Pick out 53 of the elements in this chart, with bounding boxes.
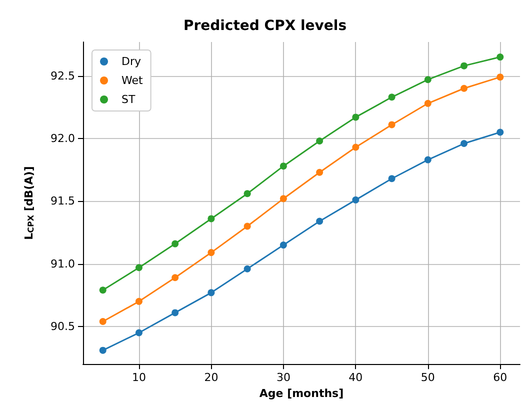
x-tick-label: 10 <box>132 371 146 384</box>
y-tick-label: 90.5 <box>50 320 75 333</box>
point <box>172 240 179 248</box>
point <box>135 298 142 305</box>
x-tick-label: 20 <box>204 371 218 384</box>
point <box>496 74 504 81</box>
point <box>135 329 142 336</box>
point <box>99 286 106 294</box>
y-tick-label: 91.0 <box>50 257 75 270</box>
point <box>316 138 324 145</box>
y-tick-label: 92.5 <box>50 69 75 82</box>
x-tick-label: 50 <box>420 371 435 384</box>
point <box>424 76 432 84</box>
x-tick-label: 40 <box>348 371 363 384</box>
point <box>460 140 468 148</box>
point <box>244 265 251 272</box>
point <box>208 249 215 256</box>
legend-label: Dry <box>122 55 142 68</box>
point <box>172 309 179 316</box>
point <box>99 318 106 325</box>
point <box>244 190 251 198</box>
point <box>352 196 360 204</box>
x-axis-title: Age [months] <box>259 387 344 400</box>
point <box>388 121 396 128</box>
point <box>424 156 432 164</box>
point <box>208 289 215 296</box>
chart-title: Predicted CPX levels <box>183 18 347 34</box>
y-tick-label: 91.5 <box>50 194 75 208</box>
point <box>280 162 287 170</box>
point <box>208 215 215 222</box>
y-axis-title: LCPX [dB(A)] <box>22 166 36 240</box>
point <box>460 84 468 92</box>
legend-label: Wet <box>122 74 144 87</box>
point <box>496 54 504 61</box>
point <box>316 168 324 176</box>
point <box>316 218 324 225</box>
x-tick-label: 30 <box>276 371 290 384</box>
point <box>352 114 360 121</box>
legend-label: ST <box>122 93 136 106</box>
point <box>280 242 287 249</box>
point <box>352 144 360 151</box>
point <box>388 94 396 101</box>
point <box>460 62 468 70</box>
point <box>99 346 106 354</box>
x-tick-label: 60 <box>493 371 508 384</box>
point <box>280 195 287 202</box>
point <box>496 128 504 136</box>
point <box>135 264 142 272</box>
y-tick-label: 92.0 <box>50 132 75 146</box>
point <box>244 222 251 230</box>
point <box>388 175 396 182</box>
point <box>424 100 432 107</box>
point <box>172 274 179 282</box>
